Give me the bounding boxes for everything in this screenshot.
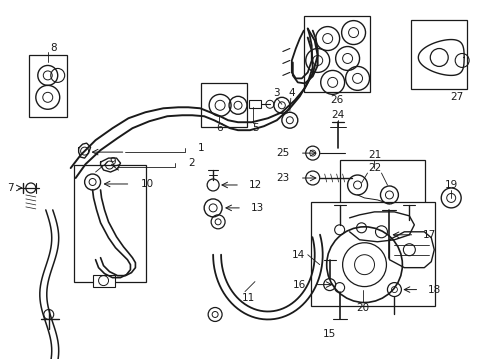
Text: 17: 17 [423, 230, 437, 240]
Bar [201, 84, 247, 127]
Text: 22: 22 [368, 163, 381, 173]
Text: 23: 23 [276, 173, 290, 183]
Text: 12: 12 [249, 180, 262, 190]
Text: 6: 6 [216, 123, 222, 133]
Bar [311, 202, 435, 306]
Text: 8: 8 [50, 42, 57, 53]
Text: 9: 9 [109, 157, 116, 167]
Bar [93, 275, 115, 287]
Bar [29, 55, 67, 117]
Bar [249, 100, 261, 108]
Bar [304, 15, 369, 92]
Text: 2: 2 [188, 158, 195, 168]
Text: 3: 3 [273, 88, 280, 98]
Text: 16: 16 [293, 280, 306, 289]
Text: 13: 13 [251, 203, 264, 213]
Text: 14: 14 [292, 250, 305, 260]
Text: 10: 10 [141, 179, 153, 189]
Text: 11: 11 [242, 293, 255, 302]
Text: 21: 21 [368, 150, 381, 160]
Bar [412, 20, 467, 89]
Text: 27: 27 [450, 92, 464, 102]
Text: 25: 25 [276, 148, 290, 158]
Text: 19: 19 [444, 180, 458, 190]
Text: 26: 26 [330, 95, 343, 105]
Text: 7: 7 [7, 183, 14, 193]
Text: 4: 4 [289, 88, 295, 98]
Bar [74, 165, 147, 282]
Text: 1: 1 [198, 143, 205, 153]
Text: 24: 24 [331, 110, 344, 120]
Bar [340, 160, 425, 250]
Text: 18: 18 [428, 284, 441, 294]
Text: 5: 5 [253, 123, 259, 133]
Text: 20: 20 [356, 302, 369, 312]
Text: 15: 15 [323, 329, 336, 339]
